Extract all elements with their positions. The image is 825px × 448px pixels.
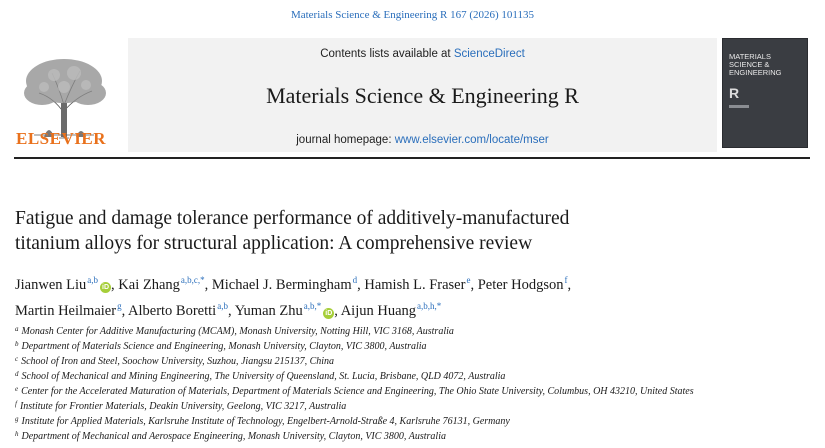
orcid-icon[interactable]: iD xyxy=(100,282,112,293)
affiliation-text: Department of Materials Science and Engi… xyxy=(21,341,427,352)
affiliation-key: a xyxy=(15,325,19,333)
journal-title: Materials Science & Engineering R xyxy=(266,83,579,108)
author[interactable]: Alberto Borettia,b xyxy=(128,301,228,319)
author-name[interactable]: Martin Heilmaier xyxy=(15,303,117,319)
author[interactable]: Kai Zhanga,b,c,* xyxy=(118,275,205,293)
author-name[interactable]: Hamish L. Fraser xyxy=(364,277,466,293)
author[interactable]: Hamish L. Frasere xyxy=(364,275,471,293)
affiliation-key: e xyxy=(15,385,19,393)
affiliation-item: e Center for the Accelerated Maturation o… xyxy=(15,383,815,398)
affiliation-key: f xyxy=(15,400,17,408)
cover-title: MATERIALS SCIENCE & ENGINEERING xyxy=(729,52,782,77)
article-title: Fatigue and damage tolerance performance… xyxy=(15,208,570,254)
author-list: Jianwen Liua,biD, Kai Zhanga,b,c,*, Mich… xyxy=(15,275,572,319)
affiliation-item: f Institute for Frontier Materials, Deaki… xyxy=(15,398,815,413)
elsevier-wordmark: ELSEVIER xyxy=(16,129,106,148)
author-name[interactable]: Alberto Boretti xyxy=(128,303,217,319)
author-name[interactable]: Michael J. Bermingham xyxy=(211,277,352,293)
author-affiliation-marker[interactable]: a,b xyxy=(217,301,228,311)
author-name[interactable]: Peter Hodgson xyxy=(477,277,564,293)
affiliation-text: Department of Mechanical and Aerospace E… xyxy=(21,431,446,442)
journal-header-box: Contents lists available at ScienceDirec… xyxy=(128,38,717,152)
author-name[interactable]: Yuman Zhu xyxy=(234,303,303,319)
masthead: ELSEVIER Contents lists available at Sci… xyxy=(14,36,810,152)
affiliation-item: b Department of Materials Science and Eng… xyxy=(15,338,815,353)
affiliation-text: School of Mechanical and Mining Engineer… xyxy=(21,371,506,382)
journal-citation[interactable]: Materials Science & Engineering R 167 (2… xyxy=(290,9,535,21)
affiliation-item: d School of Mechanical and Mining Enginee… xyxy=(15,368,815,383)
author-affiliation-marker[interactable]: f xyxy=(564,275,568,285)
affiliation-text: School of Iron and Steel, Soochow Univer… xyxy=(21,356,335,367)
author[interactable]: Martin Heilmaierg xyxy=(15,301,122,319)
homepage-prefix: journal homepage: xyxy=(296,134,395,146)
affiliation-key: g xyxy=(15,415,19,423)
author[interactable]: Jianwen Liua,biD xyxy=(15,275,112,293)
author[interactable]: Yuman Zhua,b,*iD xyxy=(234,301,335,319)
author-affiliation-marker[interactable]: a,b,h,* xyxy=(417,301,442,311)
affiliation-text: Center for the Accelerated Maturation of… xyxy=(21,386,694,397)
author[interactable]: Michael J. Berminghamd xyxy=(211,275,358,293)
contents-line: Contents lists available at ScienceDirec… xyxy=(128,48,717,60)
affiliation-item: h Department of Mechanical and Aerospace … xyxy=(15,428,815,443)
journal-cover-thumbnail[interactable]: MATERIALS SCIENCE & ENGINEERING R xyxy=(722,38,808,148)
affiliation-key: b xyxy=(15,340,19,348)
orcid-icon[interactable]: iD xyxy=(323,308,335,319)
author-affiliation-marker[interactable]: a,b xyxy=(87,275,99,285)
author-affiliation-marker[interactable]: a,b,c,* xyxy=(180,275,205,285)
author-affiliation-marker[interactable]: d xyxy=(352,275,358,285)
affiliation-key: c xyxy=(15,355,19,363)
affiliation-text: Institute for Frontier Materials, Deakin… xyxy=(19,401,347,412)
cover-letter: R xyxy=(729,85,740,101)
author-affiliation-marker[interactable]: e xyxy=(466,275,471,285)
affiliation-item: g Institute for Applied Materials, Karlsr… xyxy=(15,413,815,428)
affiliation-key: d xyxy=(15,370,19,378)
homepage-line: journal homepage: www.elsevier.com/locat… xyxy=(128,134,717,146)
affiliation-item: a Monash Center for Additive Manufacturin… xyxy=(15,323,815,338)
affiliation-item: c School of Iron and Steel, Soochow Unive… xyxy=(15,353,815,368)
author[interactable]: Aijun Huanga,b,h,* xyxy=(340,301,442,319)
author-affiliation-marker[interactable]: g xyxy=(117,301,122,311)
author-name[interactable]: Jianwen Liu xyxy=(15,277,87,293)
affiliation-text: Monash Center for Additive Manufacturing… xyxy=(21,326,454,337)
affiliation-key: h xyxy=(15,430,19,438)
journal-homepage-link[interactable]: www.elsevier.com/locate/mser xyxy=(394,134,549,146)
elsevier-tree-logo-icon xyxy=(24,59,106,139)
contents-prefix: Contents lists available at xyxy=(320,48,454,60)
affiliation-list: a Monash Center for Additive Manufacturin… xyxy=(15,323,815,443)
affiliation-text: Institute for Applied Materials, Karlsru… xyxy=(21,416,510,427)
author-name[interactable]: Aijun Huang xyxy=(340,303,417,319)
author-affiliation-marker[interactable]: a,b,* xyxy=(303,301,322,311)
author[interactable]: Peter Hodgsonf xyxy=(477,275,568,293)
cover-divider xyxy=(729,105,749,108)
header-rule xyxy=(14,157,810,159)
sciencedirect-link[interactable]: ScienceDirect xyxy=(453,48,525,60)
author-name[interactable]: Kai Zhang xyxy=(118,277,180,293)
